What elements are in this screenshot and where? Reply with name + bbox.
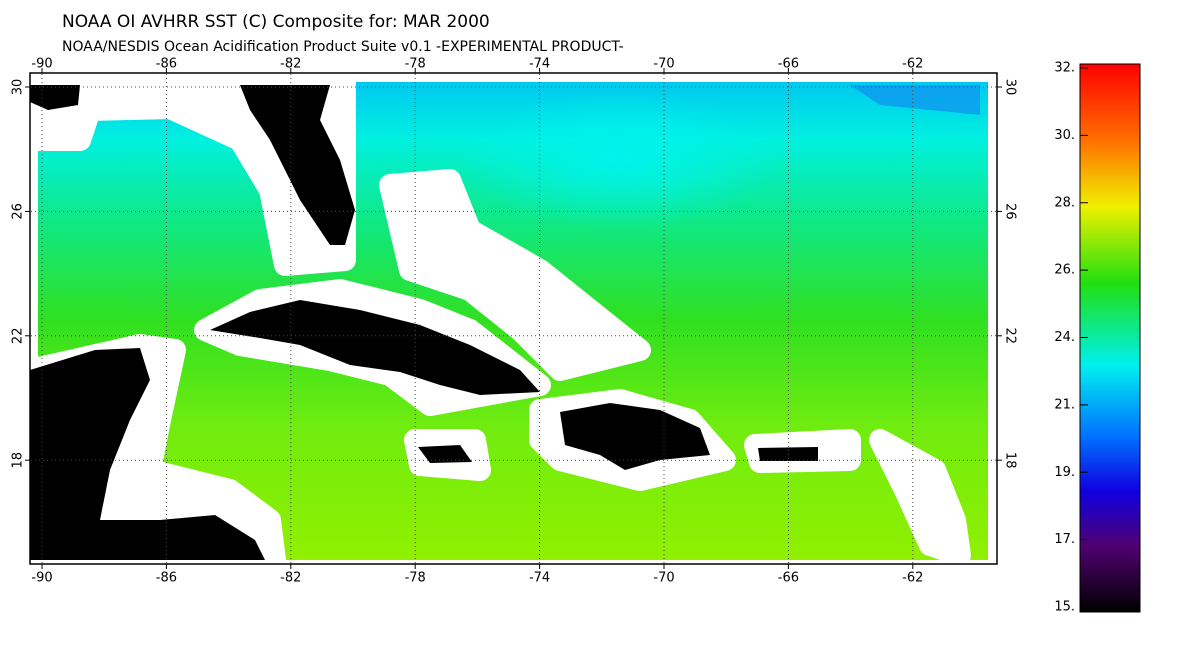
lon-label: -78 <box>405 57 426 72</box>
cold-patch <box>850 85 980 115</box>
colorbar <box>1079 63 1141 613</box>
lon-label: -90 <box>31 571 52 586</box>
colorbar-label: 30. <box>1054 128 1075 143</box>
lon-label: -70 <box>653 57 674 72</box>
lon-label: -90 <box>31 57 52 72</box>
colorbar-label: 21. <box>1054 397 1075 412</box>
lon-label: -74 <box>529 57 550 72</box>
lon-label: -86 <box>156 571 177 586</box>
title: NOAA OI AVHRR SST (C) Composite for: MAR… <box>62 12 490 32</box>
lat-label: 30 <box>11 79 26 96</box>
colorbar-label: 28. <box>1054 195 1075 210</box>
colorbar-label: 15. <box>1054 600 1075 615</box>
lat-label: 26 <box>1003 203 1018 220</box>
lon-label: -82 <box>280 57 301 72</box>
lat-label: 22 <box>11 328 26 345</box>
lon-label: -66 <box>778 57 799 72</box>
lon-label: -70 <box>653 571 674 586</box>
lon-label: -62 <box>902 57 923 72</box>
lat-label: 18 <box>11 452 26 469</box>
colorbar-label: 26. <box>1054 263 1075 278</box>
lon-label: -86 <box>156 57 177 72</box>
land <box>30 85 818 560</box>
lat-label: 22 <box>1003 328 1018 345</box>
colorbar-label: 24. <box>1054 330 1075 345</box>
lon-label: -66 <box>778 571 799 586</box>
lat-label: 30 <box>1003 79 1018 96</box>
subtitle: NOAA/NESDIS Ocean Acidification Product … <box>62 39 624 55</box>
lon-label: -78 <box>405 571 426 586</box>
colorbar-label: 19. <box>1054 465 1075 480</box>
lon-label: -82 <box>280 571 301 586</box>
colorbar-label: 32. <box>1054 61 1075 76</box>
map-frame <box>29 72 998 565</box>
lat-label: 18 <box>1003 452 1018 469</box>
cool-water <box>460 90 780 230</box>
lat-label: 26 <box>11 203 26 220</box>
lon-label: -74 <box>529 571 550 586</box>
lon-label: -62 <box>902 571 923 586</box>
colorbar-label: 17. <box>1054 532 1075 547</box>
